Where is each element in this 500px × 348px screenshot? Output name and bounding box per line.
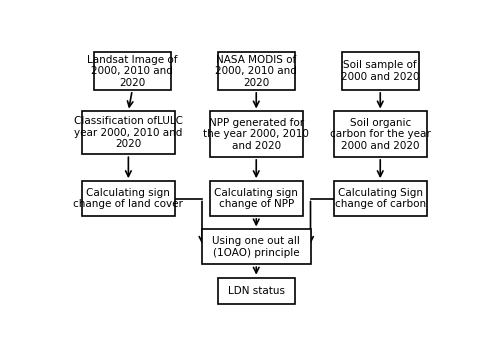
FancyBboxPatch shape bbox=[342, 53, 419, 90]
FancyBboxPatch shape bbox=[82, 181, 175, 216]
Text: Calculating Sign
change of carbon: Calculating Sign change of carbon bbox=[334, 188, 426, 209]
Text: Landsat Image of
2000, 2010 and
2020: Landsat Image of 2000, 2010 and 2020 bbox=[87, 55, 178, 88]
FancyBboxPatch shape bbox=[218, 53, 295, 90]
Text: Calculating sign
change of NPP: Calculating sign change of NPP bbox=[214, 188, 298, 209]
FancyBboxPatch shape bbox=[210, 111, 303, 157]
Text: Classification ofLULC
year 2000, 2010 and
2020: Classification ofLULC year 2000, 2010 an… bbox=[74, 116, 183, 150]
FancyBboxPatch shape bbox=[82, 111, 175, 154]
Text: NASA MODIS of
2000, 2010 and
2020: NASA MODIS of 2000, 2010 and 2020 bbox=[216, 55, 297, 88]
Text: LDN status: LDN status bbox=[228, 286, 285, 296]
FancyBboxPatch shape bbox=[218, 278, 295, 304]
FancyBboxPatch shape bbox=[202, 229, 310, 264]
Text: Soil sample of
2000 and 2020: Soil sample of 2000 and 2020 bbox=[341, 61, 419, 82]
Text: Soil organic
carbon for the year
2000 and 2020: Soil organic carbon for the year 2000 an… bbox=[330, 118, 430, 151]
Text: NPP generated for
the year 2000, 2010
and 2020: NPP generated for the year 2000, 2010 an… bbox=[204, 118, 309, 151]
FancyBboxPatch shape bbox=[94, 53, 171, 90]
FancyBboxPatch shape bbox=[334, 111, 427, 157]
FancyBboxPatch shape bbox=[210, 181, 303, 216]
Text: Calculating sign
change of land cover: Calculating sign change of land cover bbox=[74, 188, 184, 209]
FancyBboxPatch shape bbox=[334, 181, 427, 216]
Text: Using one out all
(1OAO) principle: Using one out all (1OAO) principle bbox=[212, 236, 300, 258]
